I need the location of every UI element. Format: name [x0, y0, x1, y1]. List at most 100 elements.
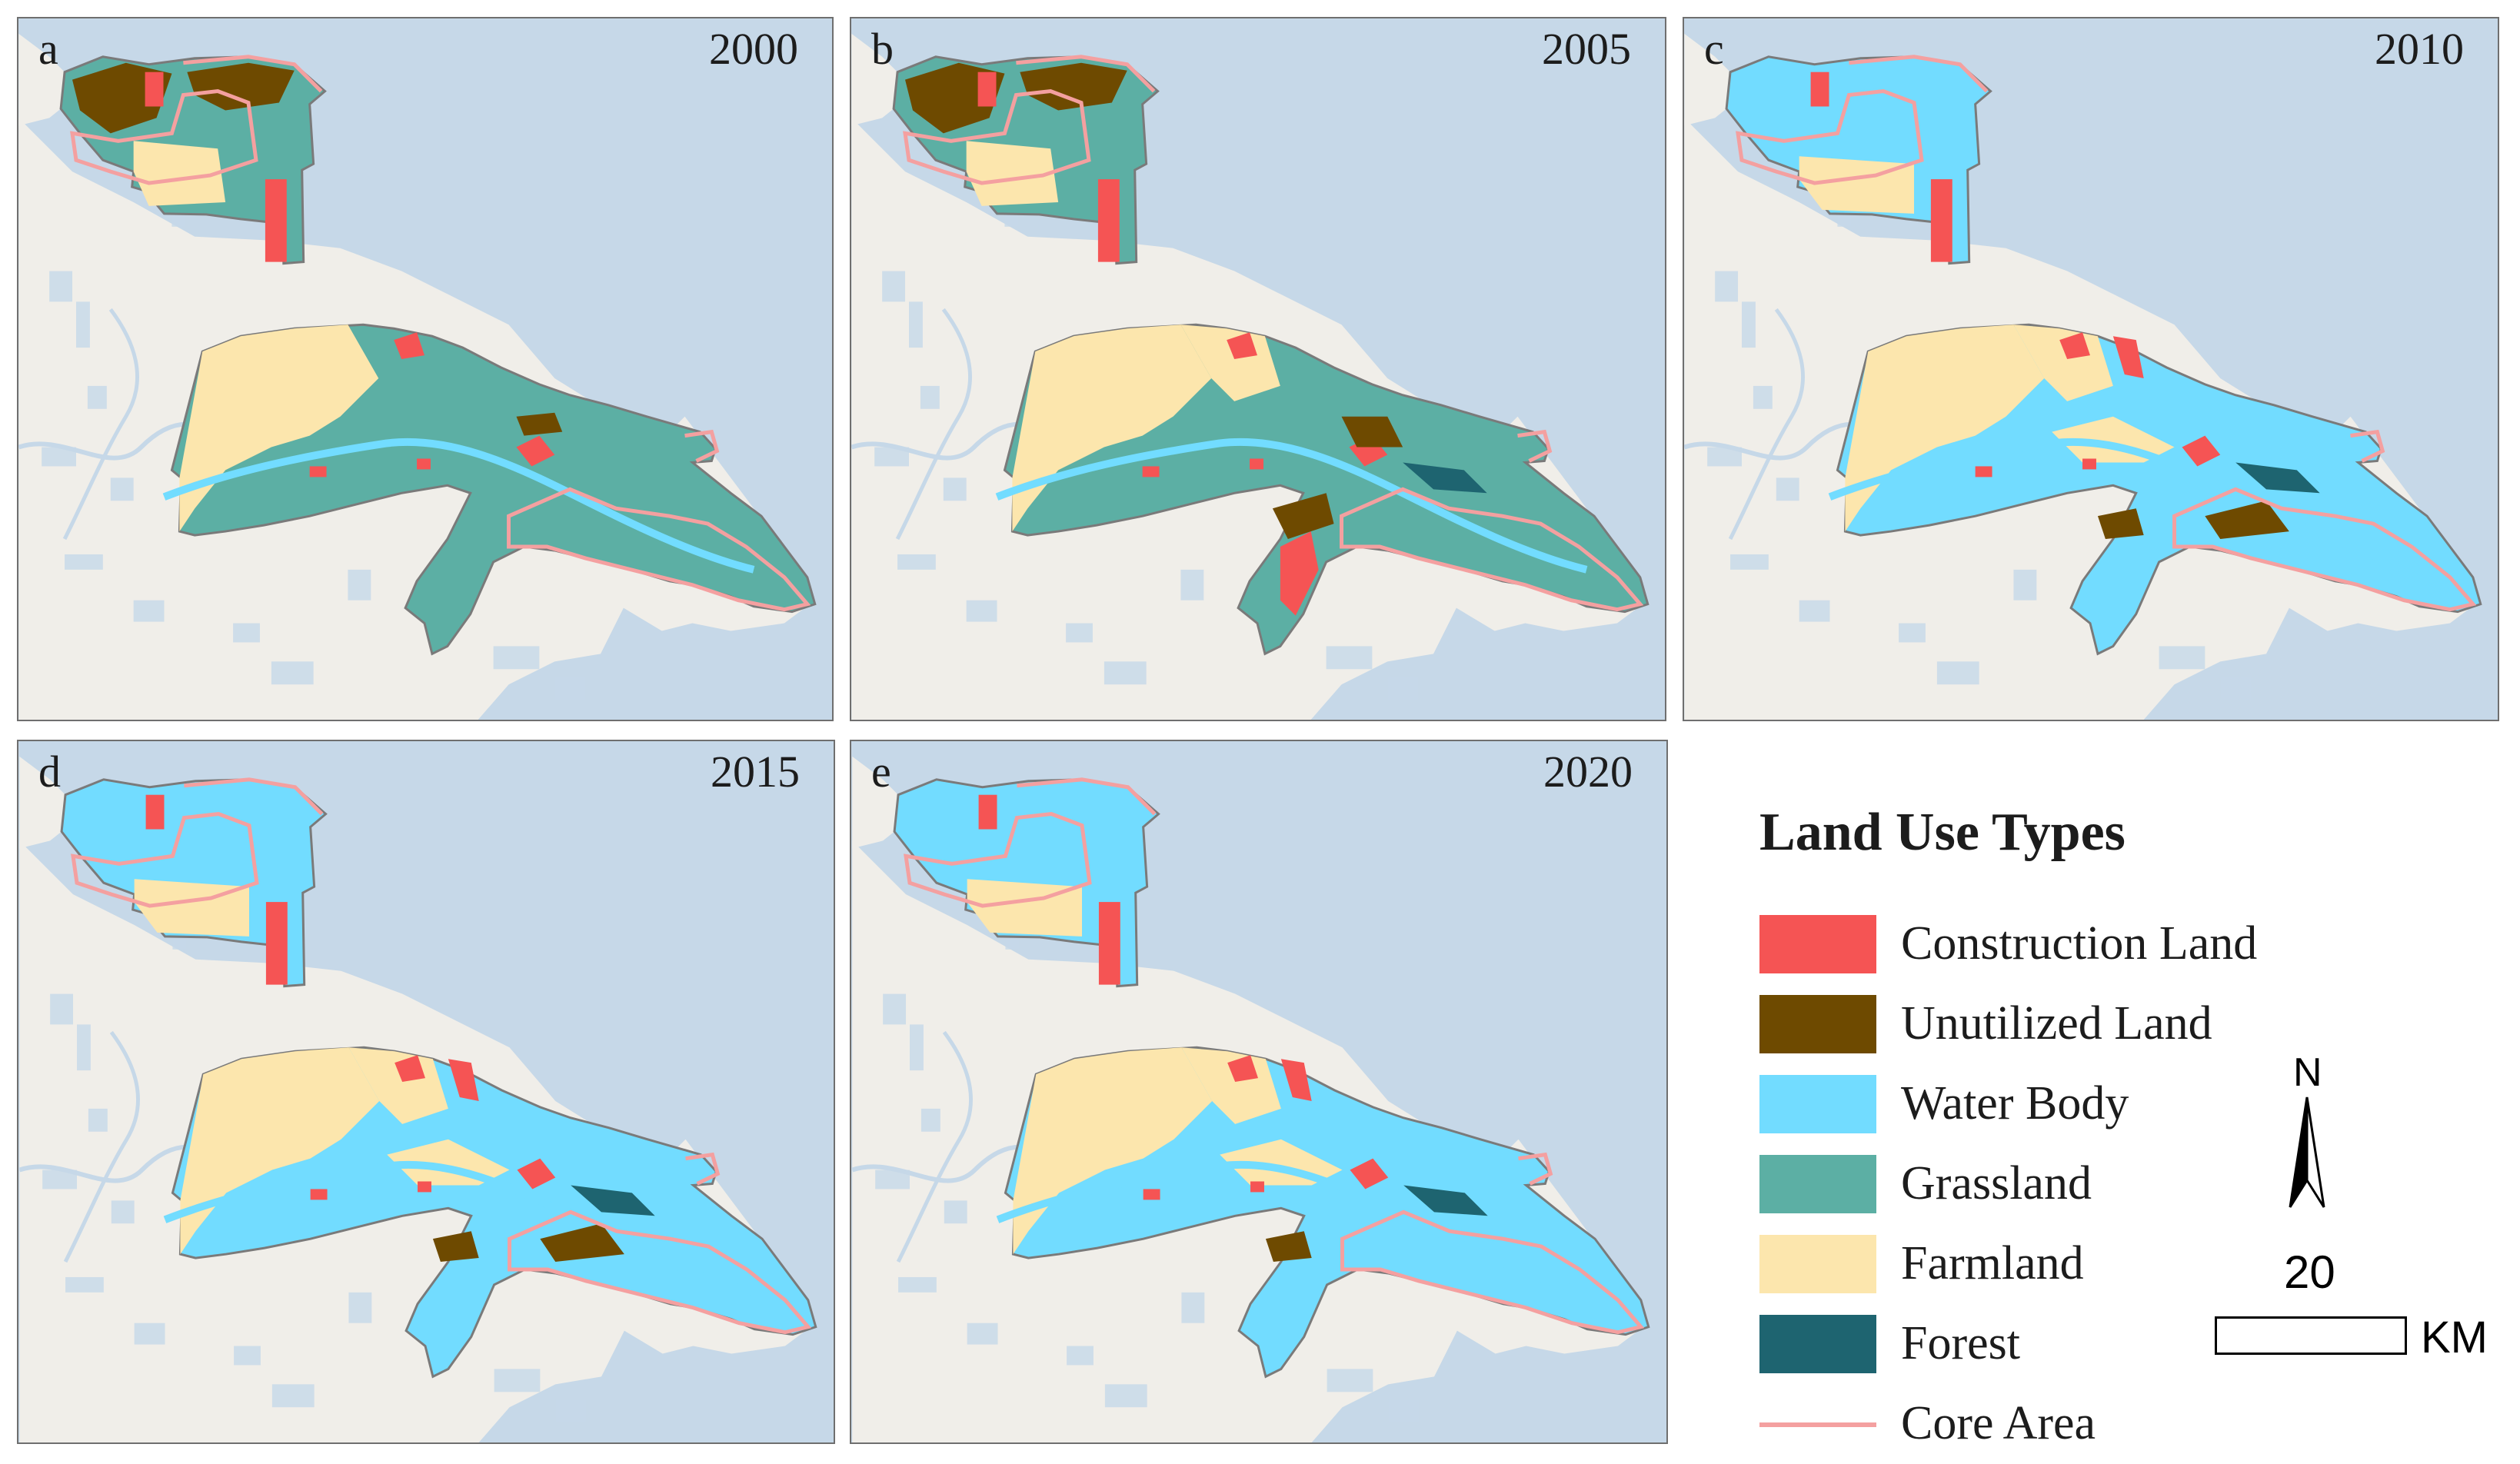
core-area-south [684, 429, 720, 463]
legend-item-core-area: Core Area [1759, 1395, 2298, 1456]
map-a [18, 18, 832, 720]
construction-north [145, 794, 165, 830]
legend-swatch [1759, 1075, 1876, 1133]
construction-south [1350, 1158, 1389, 1190]
unutilized-south [432, 1231, 479, 1263]
legend-swatch [1759, 1155, 1876, 1213]
construction-south [418, 1181, 431, 1193]
river [62, 308, 139, 541]
scale-unit: KM [2421, 1313, 2488, 1363]
land-northwest [852, 756, 899, 849]
water-feature [1387, 677, 1419, 700]
legend-title: Land Use Types [1759, 803, 2126, 862]
panel-label: c [1704, 24, 1724, 74]
water-feature [943, 477, 967, 501]
forest [1403, 462, 1487, 494]
water-feature [2220, 677, 2252, 700]
north-arrow-icon [2289, 1096, 2325, 1208]
reserve-river [163, 1160, 756, 1296]
water-feature [49, 271, 73, 302]
legend-swatch [1759, 1315, 1876, 1373]
water-feature [2013, 569, 2037, 601]
water-feature [133, 600, 165, 622]
farmland-central [348, 1047, 448, 1124]
reserve-river [995, 438, 1588, 574]
construction-south [2082, 458, 2096, 470]
construction-south [309, 466, 327, 477]
forest [1403, 1185, 1488, 1216]
panel-label: a [38, 24, 58, 74]
reserve-river [162, 438, 755, 574]
construction-north [265, 179, 287, 262]
core-area-south [685, 1152, 721, 1186]
map-d [18, 741, 833, 1442]
scale-value: 20 [2284, 1246, 2335, 1298]
construction-north [1930, 179, 1952, 262]
panel-year: 2015 [711, 747, 800, 797]
water-feature [1326, 646, 1373, 670]
water-feature [555, 1399, 587, 1423]
forest [2235, 462, 2320, 494]
construction-south [2059, 332, 2091, 360]
construction-south [448, 1059, 479, 1101]
construction-south [1280, 531, 1319, 616]
core-area-south [2172, 487, 2477, 612]
water-feature [76, 1024, 91, 1071]
water-feature [1104, 1384, 1147, 1408]
construction-north [1097, 179, 1120, 262]
core-area-north [1849, 55, 1989, 93]
construction-south [310, 1189, 328, 1200]
panel-year: 2000 [709, 24, 798, 74]
core-area-south [2350, 429, 2385, 463]
water-feature [883, 993, 907, 1025]
panel-label: b [871, 24, 894, 74]
water-feature [271, 661, 314, 685]
map-panel-e: e 2020 [850, 740, 1668, 1444]
construction-north [1098, 902, 1120, 985]
construction-north [1810, 72, 1829, 107]
map-panel-d: d 2015 [17, 740, 835, 1444]
unutilized-north [187, 62, 295, 111]
land-northwest [18, 33, 65, 126]
water-feature [1741, 301, 1756, 348]
river [63, 1030, 140, 1263]
water-feature [134, 1323, 165, 1345]
water-feature [1715, 271, 1739, 302]
water-feature [909, 1024, 924, 1071]
core-area-north [71, 812, 259, 908]
water-feature [88, 1108, 108, 1132]
core-area-south [1340, 487, 1644, 612]
farmland-north [966, 141, 1059, 206]
construction-south [1280, 1059, 1312, 1101]
construction-north [265, 902, 288, 985]
water-feature [2159, 646, 2205, 670]
legend: Land Use Types Construction Land Unutili… [1753, 796, 2484, 1457]
water-feature [1753, 385, 1773, 409]
north-arrow: N [2269, 1050, 2345, 1219]
water-feature [111, 1200, 135, 1224]
water-feature [920, 1108, 940, 1132]
construction-south [394, 332, 425, 360]
panel-year: 2020 [1543, 747, 1633, 797]
core-area-south [507, 487, 811, 612]
north-label: N [2293, 1050, 2322, 1095]
water-feature [65, 554, 103, 570]
construction-south [1975, 466, 1992, 477]
legend-swatch [1759, 915, 1876, 973]
core-area-north [1736, 89, 1924, 185]
water-feature [75, 301, 90, 348]
scale-bar: 20 KM [2207, 1246, 2515, 1369]
farmland-west [1013, 1047, 1213, 1255]
construction-south [2182, 435, 2221, 467]
core-area-north [1017, 777, 1157, 816]
land-northwest [851, 33, 898, 126]
core-area-south [508, 1209, 812, 1335]
river [896, 1030, 973, 1263]
forest [571, 1185, 655, 1216]
legend-label: Construction Land [1901, 917, 2258, 970]
construction-south [1250, 458, 1263, 470]
unutilized-south [2097, 508, 2144, 540]
map-c [1684, 18, 2498, 720]
farmland-west [1012, 324, 1212, 532]
core-area-south [1517, 429, 1553, 463]
